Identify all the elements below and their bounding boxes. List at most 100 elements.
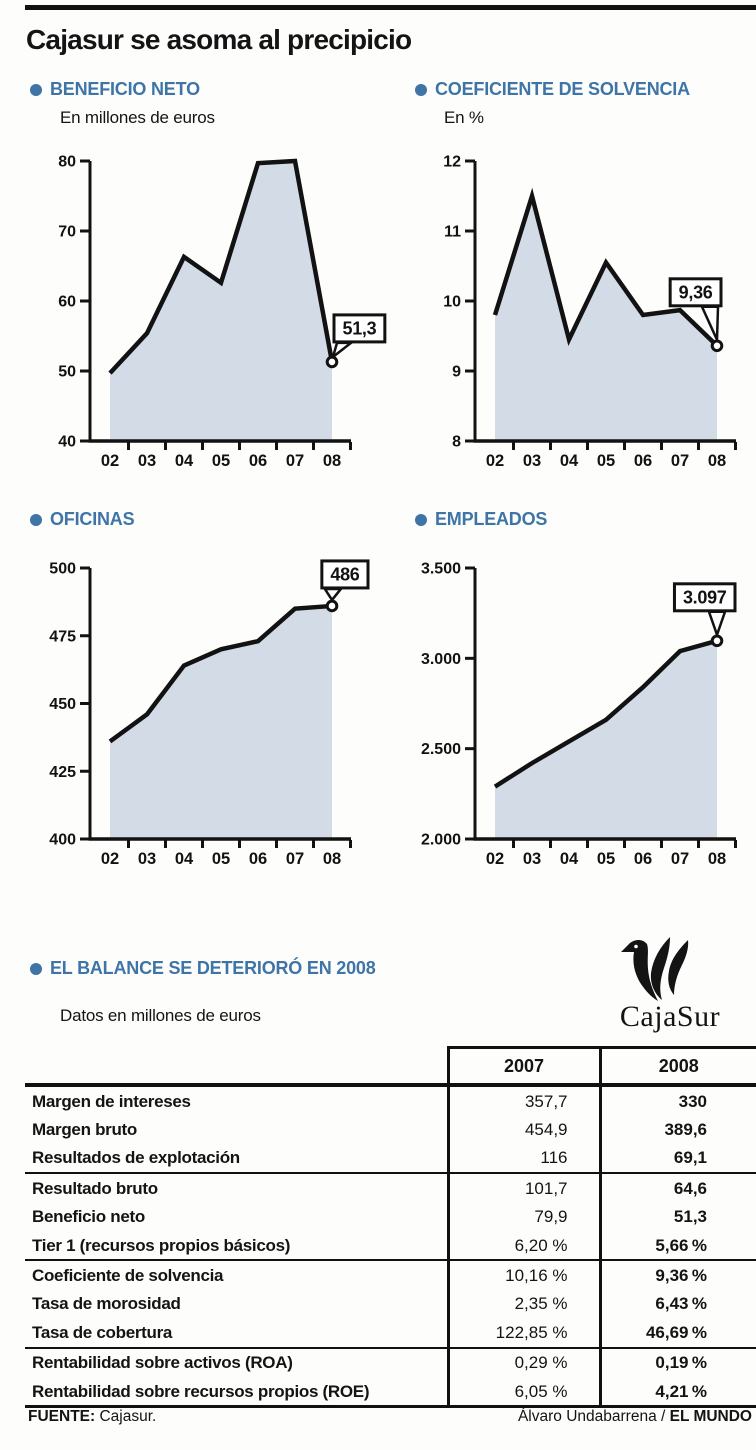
x-tick-label: 06 — [634, 452, 652, 470]
chart-beneficio-neto: 40 50 60 70 80 02 03 04 05 06 07 08 51,3 — [15, 130, 396, 480]
source-value: Cajasur. — [95, 1408, 157, 1425]
chart-header-oficinas: OFICINAS — [30, 509, 135, 530]
x-tick-label: 02 — [101, 452, 119, 470]
callout-pointer — [322, 587, 344, 603]
x-tick-label: 08 — [708, 452, 726, 470]
source-note: FUENTE: Cajasur. — [28, 1408, 156, 1426]
top-rule — [25, 5, 756, 10]
x-tick-label: 02 — [486, 850, 504, 868]
y-tick-label: 3.500 — [421, 561, 461, 578]
y-tick-label: 8 — [452, 434, 461, 451]
bullet-icon — [415, 83, 427, 96]
table-section-title: EL BALANCE SE DETERIORÓ EN 2008 — [50, 958, 376, 978]
chart-title: BENEFICIO NETO — [50, 79, 200, 99]
credit-brand: EL MUNDO — [669, 1408, 752, 1425]
x-tick-label: 05 — [597, 452, 615, 470]
value-2007: 2,35 % — [446, 1289, 600, 1319]
table-row: Tasa de morosidad 2,35 % 6,43 % — [25, 1289, 756, 1319]
y-tick-label: 10 — [443, 294, 461, 311]
x-tick-label: 04 — [175, 452, 194, 470]
row-label: Margen de intereses — [32, 1091, 191, 1111]
table-row: Rentabilidad sobre recursos propios (ROE… — [25, 1376, 756, 1409]
value-2008: 64,6 — [598, 1173, 756, 1203]
x-tick-label: 07 — [286, 452, 304, 470]
row-label: Resultados de explotación — [25, 1143, 448, 1175]
data-line — [108, 603, 333, 744]
x-tick-label: 03 — [138, 850, 156, 868]
callout-box — [668, 277, 723, 308]
row-label: Tier 1 (recursos propios básicos) — [25, 1230, 448, 1262]
chart-title: OFICINAS — [50, 509, 135, 529]
value-2008: 69,1 — [598, 1143, 756, 1175]
callout-box — [320, 559, 370, 590]
x-tick-label: 03 — [523, 850, 541, 868]
table-section-header: EL BALANCE SE DETERIORÓ EN 2008 — [30, 958, 376, 979]
x-tick-label: 04 — [560, 452, 579, 470]
callout-value: 51,3 — [343, 318, 377, 338]
table-header-row: 2007 2008 — [25, 1046, 756, 1087]
value-2007: 122,85 % — [446, 1318, 600, 1349]
chart-svg: 8 9 10 11 12 02 03 04 05 06 07 08 9,36 — [443, 154, 737, 470]
x-tick-label: 05 — [212, 452, 230, 470]
table-row: Coeficiente de solvencia 10,16 % 9,36 % — [25, 1260, 756, 1290]
row-label: Resultado bruto — [32, 1178, 158, 1198]
x-tick-label: 08 — [323, 452, 341, 470]
value-2007: 0,29 % — [446, 1347, 600, 1377]
x-tick-label: 06 — [249, 452, 267, 470]
value-2008: 4,21 % — [598, 1376, 756, 1409]
value-2008: 5,66 % — [598, 1230, 756, 1262]
table-row: Beneficio neto 79,9 51,3 — [25, 1202, 756, 1231]
chart-header-beneficio-neto: BENEFICIO NETO — [30, 79, 200, 100]
y-tick-label: 9 — [452, 364, 461, 381]
row-label: Beneficio neto — [32, 1207, 145, 1227]
y-tick-label: 500 — [49, 561, 76, 578]
row-label: Coeficiente de solvencia — [32, 1266, 224, 1286]
x-tick-label: 02 — [486, 452, 504, 470]
source-label: FUENTE: — [28, 1408, 96, 1425]
x-tick-label: 06 — [634, 850, 652, 868]
bullet-icon — [30, 83, 42, 96]
x-tick-label: 03 — [523, 452, 541, 470]
area-fill — [110, 161, 332, 441]
last-point-marker — [325, 599, 339, 613]
value-2008: 46,69 % — [598, 1318, 756, 1349]
x-tick-label: 02 — [101, 850, 119, 868]
y-tick-label: 70 — [58, 224, 76, 241]
data-line — [493, 638, 718, 789]
value-2007: 79,9 — [446, 1202, 600, 1231]
row-label: Rentabilidad sobre recursos propios (ROE… — [25, 1376, 448, 1409]
value-2007: 116 — [446, 1143, 600, 1175]
chart-header-empleados: EMPLEADOS — [415, 509, 547, 530]
value-2008: 389,6 — [598, 1115, 756, 1144]
value-2008: 330 — [598, 1085, 756, 1116]
y-tick-label: 50 — [58, 364, 76, 381]
area-fill — [495, 196, 717, 441]
value-2007: 454,9 — [446, 1115, 600, 1144]
y-tick-label: 12 — [443, 154, 461, 171]
callout-value: 3.097 — [683, 587, 727, 607]
x-tick-label: 07 — [671, 452, 689, 470]
callout-box — [332, 313, 387, 344]
y-tick-label: 80 — [58, 154, 76, 171]
row-label: Tasa de morosidad — [32, 1294, 181, 1314]
value-2008: 0,19 % — [598, 1347, 756, 1377]
table-row: Margen de intereses 357,7 330 — [25, 1085, 756, 1116]
value-2007: 10,16 % — [446, 1260, 600, 1290]
table-header-2008: 2008 — [598, 1046, 756, 1087]
value-2008: 6,43 % — [598, 1289, 756, 1319]
chart-svg: 40 50 60 70 80 02 03 04 05 06 07 08 51,3 — [58, 154, 387, 470]
row-label: Rentabilidad sobre activos (ROA) — [32, 1353, 293, 1373]
chart-unit-label: En % — [444, 108, 484, 127]
row-label: Tasa de cobertura — [25, 1318, 448, 1349]
x-tick-label: 04 — [175, 850, 194, 868]
y-tick-label: 40 — [58, 434, 76, 451]
table-row: Resultado bruto 101,7 64,6 — [25, 1173, 756, 1203]
y-tick-label: 2.000 — [421, 832, 461, 849]
table-row: Tier 1 (recursos propios básicos) 6,20 % 5… — [25, 1230, 756, 1262]
chart-svg: 2.000 2.500 3.000 3.500 02 03 04 05 06 07 08 3.097 — [421, 561, 737, 868]
y-tick-label: 3.000 — [421, 651, 461, 668]
data-line — [492, 187, 719, 348]
last-point-marker — [710, 634, 724, 648]
value-2007: 6,05 % — [446, 1376, 600, 1409]
